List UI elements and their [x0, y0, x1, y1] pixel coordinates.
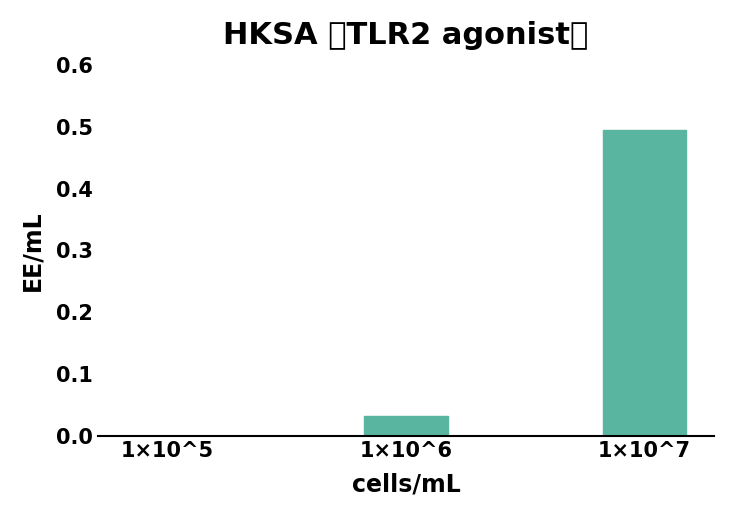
X-axis label: cells/mL: cells/mL [351, 472, 460, 496]
Title: HKSA （TLR2 agonist）: HKSA （TLR2 agonist） [223, 21, 589, 50]
Y-axis label: EE/mL: EE/mL [21, 210, 45, 291]
Bar [365, 416, 448, 436]
Bar [603, 130, 686, 436]
